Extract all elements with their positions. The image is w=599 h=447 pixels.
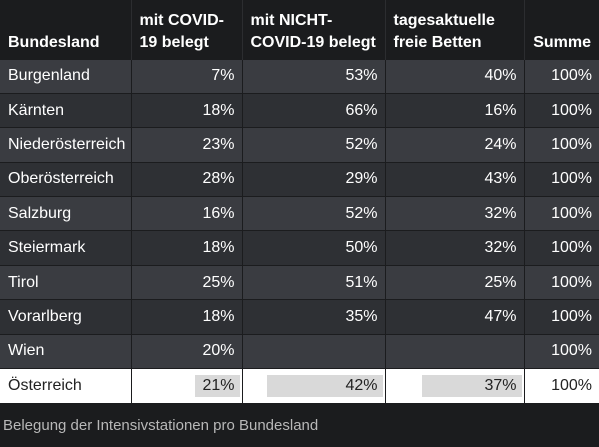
cell-frei: [385, 333, 525, 369]
frei-total-value: 37%: [484, 376, 517, 394]
cell-nicht-covid-total: 42%: [242, 368, 386, 403]
table-body: Burgenland 7% 53% 40% 100% Kärnten 18% 6…: [0, 58, 599, 403]
table-row: Wien 20% 100%: [0, 333, 599, 369]
total-row: Österreich 21% 42% 37% 100%: [0, 368, 599, 403]
table-header: Bundesland mit COVID-19 belegt mit NICHT…: [0, 0, 599, 59]
cell-covid: 25%: [131, 264, 243, 300]
occupancy-table: Bundesland mit COVID-19 belegt mit NICHT…: [0, 0, 599, 403]
cell-frei: 32%: [385, 230, 525, 266]
cell-bundesland: Oberösterreich: [0, 161, 132, 197]
cell-frei: 43%: [385, 161, 525, 197]
cell-nicht-covid: 29%: [242, 161, 386, 197]
cell-nicht-covid: [242, 333, 386, 369]
cell-summe: 100%: [524, 161, 599, 197]
covid-total-bar: [194, 375, 240, 397]
cell-bundesland: Burgenland: [0, 58, 132, 94]
cell-covid-total: 21%: [131, 368, 243, 403]
cell-nicht-covid: 52%: [242, 196, 386, 231]
cell-frei-total: 37%: [385, 368, 525, 403]
header-frei: tagesaktuelle freie Betten: [385, 0, 525, 59]
frei-total-bar: [422, 375, 522, 397]
cell-summe: 100%: [524, 127, 599, 163]
cell-nicht-covid: 50%: [242, 230, 386, 266]
cell-summe: 100%: [524, 299, 599, 335]
cell-frei: 47%: [385, 299, 525, 335]
cell-frei: 40%: [385, 58, 525, 94]
table-row: Oberösterreich 28% 29% 43% 100%: [0, 161, 599, 197]
cell-covid: 18%: [131, 92, 243, 128]
cell-bundesland: Steiermark: [0, 230, 132, 266]
table-row: Salzburg 16% 52% 32% 100%: [0, 196, 599, 231]
covid-total-value: 21%: [202, 376, 235, 394]
cell-bundesland: Kärnten: [0, 92, 132, 128]
cell-summe: 100%: [524, 230, 599, 266]
cell-summe: 100%: [524, 264, 599, 300]
table-row: Steiermark 18% 50% 32% 100%: [0, 230, 599, 266]
cell-covid: 7%: [131, 58, 243, 94]
cell-nicht-covid: 35%: [242, 299, 386, 335]
cell-bundesland: Tirol: [0, 264, 132, 300]
cell-covid: 18%: [131, 230, 243, 266]
cell-summe: 100%: [524, 333, 599, 369]
cell-summe: 100%: [524, 196, 599, 231]
cell-frei: 32%: [385, 196, 525, 231]
cell-covid: 16%: [131, 196, 243, 231]
table-row: Niederösterreich 23% 52% 24% 100%: [0, 127, 599, 163]
table-caption: Belegung der Intensivstationen pro Bunde…: [3, 417, 319, 434]
cell-frei: 25%: [385, 264, 525, 300]
header-nicht-covid: mit NICHT-COVID-19 belegt: [242, 0, 386, 59]
table-row: Tirol 25% 51% 25% 100%: [0, 264, 599, 300]
cell-summe-total: 100%: [524, 368, 599, 403]
cell-covid: 28%: [131, 161, 243, 197]
cell-summe: 100%: [524, 92, 599, 128]
cell-nicht-covid: 66%: [242, 92, 386, 128]
nicht-covid-total-value: 42%: [345, 376, 378, 394]
cell-nicht-covid: 52%: [242, 127, 386, 163]
cell-summe: 100%: [524, 58, 599, 94]
header-covid: mit COVID-19 belegt: [131, 0, 243, 59]
table-row: Burgenland 7% 53% 40% 100%: [0, 58, 599, 94]
cell-covid: 20%: [131, 333, 243, 369]
cell-bundesland: Vorarlberg: [0, 299, 132, 335]
cell-frei: 24%: [385, 127, 525, 163]
table-row: Vorarlberg 18% 35% 47% 100%: [0, 299, 599, 335]
cell-nicht-covid: 53%: [242, 58, 386, 94]
cell-frei: 16%: [385, 92, 525, 128]
cell-nicht-covid: 51%: [242, 264, 386, 300]
cell-bundesland: Niederösterreich: [0, 127, 132, 163]
cell-bundesland: Salzburg: [0, 196, 132, 231]
header-bundesland: Bundesland: [0, 0, 132, 59]
header-row: Bundesland mit COVID-19 belegt mit NICHT…: [0, 0, 599, 59]
nicht-covid-total-bar: [266, 375, 383, 397]
cell-bundesland: Wien: [0, 333, 132, 369]
cell-bundesland-total: Österreich: [0, 368, 132, 403]
cell-covid: 23%: [131, 127, 243, 163]
cell-covid: 18%: [131, 299, 243, 335]
table-row: Kärnten 18% 66% 16% 100%: [0, 92, 599, 128]
header-summe: Summe: [524, 0, 599, 59]
